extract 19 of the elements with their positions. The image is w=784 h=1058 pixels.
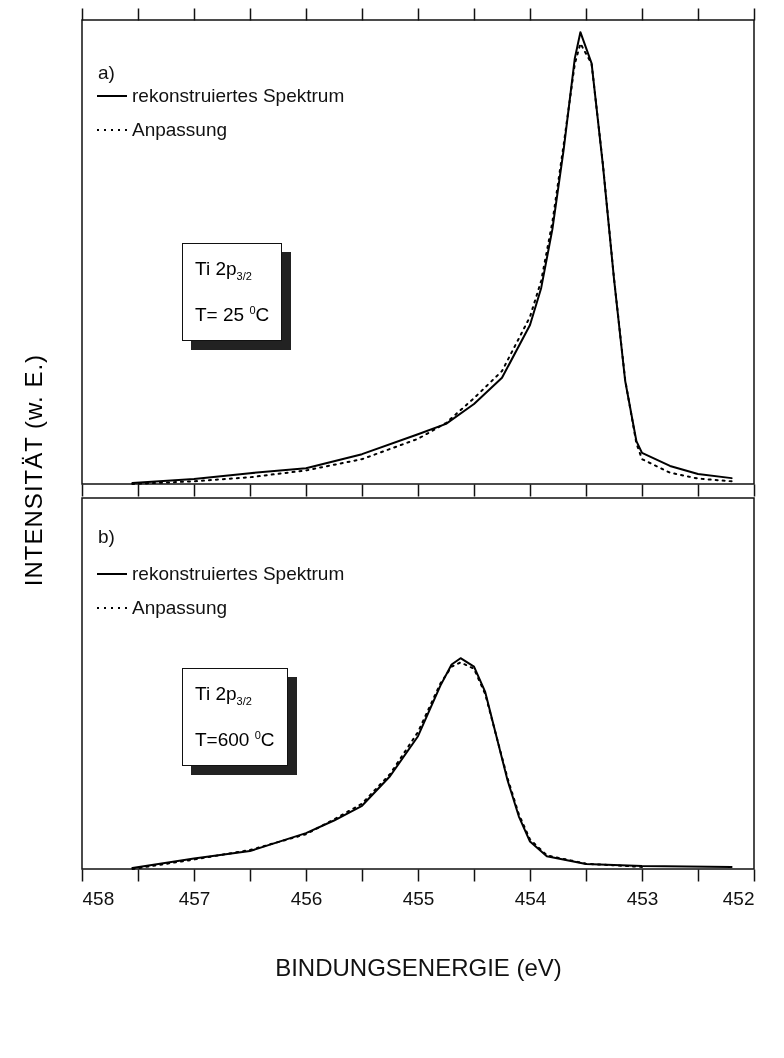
annotation: Ti 2p$_{3/2}$ — [195, 683, 252, 707]
annotation: a) — [98, 62, 115, 84]
legend-label: rekonstruiertes Spektrum — [132, 85, 345, 106]
annotation: T=600 $^{0}$C — [195, 728, 275, 751]
text: b) — [98, 526, 115, 548]
legend-label: rekonstruiertes Spektrum — [132, 563, 345, 584]
x-tick-label: 452 — [722, 887, 755, 909]
x-tick-label: 454 — [514, 887, 547, 909]
x-tick-label: 456 — [290, 887, 323, 909]
x-axis-title: BINDUNGSENERGIE (eV) — [275, 953, 562, 981]
annotation: T= 25 $^{0}$C — [195, 303, 270, 326]
legend-label: Anpassung — [132, 597, 228, 618]
x-tick-label: 457 — [178, 887, 211, 909]
x-tick-label: 458 — [82, 887, 115, 909]
y-axis-title: INTENSITÄT (w. E.) — [20, 353, 49, 587]
x-tick-label: 453 — [626, 887, 659, 909]
annotation: Ti 2p$_{3/2}$ — [195, 258, 252, 282]
x-tick-label: 455 — [402, 887, 435, 909]
legend-label: Anpassung — [132, 119, 228, 140]
